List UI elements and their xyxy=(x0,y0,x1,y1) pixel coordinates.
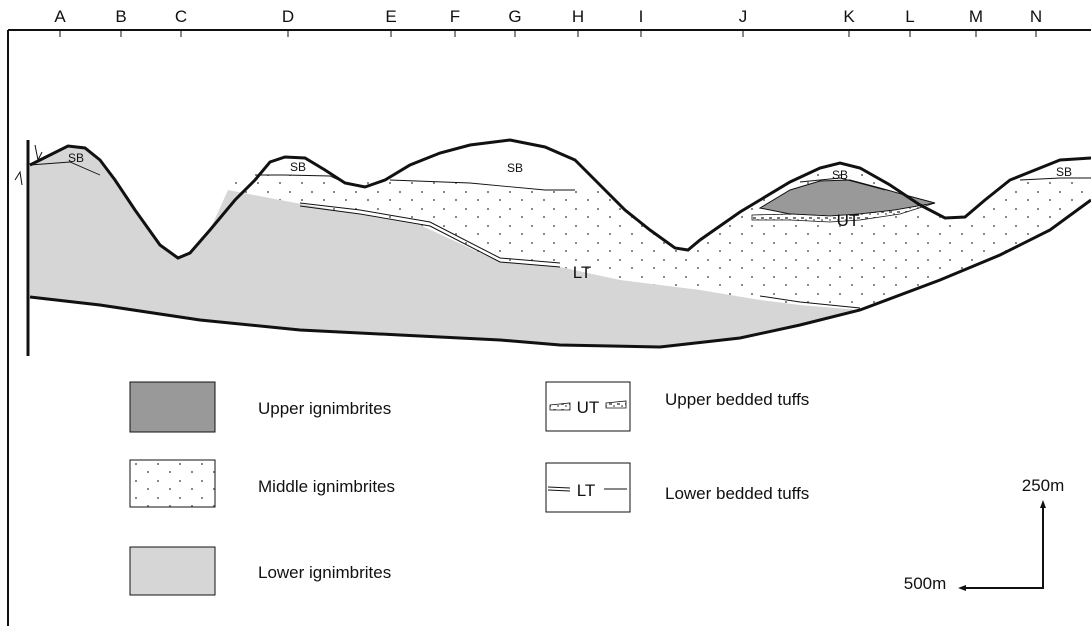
legend-label: Upper ignimbrites xyxy=(258,399,391,418)
column-label: H xyxy=(572,7,584,26)
scale-label: 500m xyxy=(904,574,947,593)
sb-label: SB xyxy=(1056,165,1072,179)
column-label: G xyxy=(508,7,521,26)
column-label: C xyxy=(175,7,187,26)
sb-label: SB xyxy=(507,161,523,175)
sb-label: SB xyxy=(68,151,84,165)
legend-label: Lower ignimbrites xyxy=(258,563,391,582)
legend-label: Lower bedded tuffs xyxy=(665,484,809,503)
legend-label: Upper bedded tuffs xyxy=(665,390,809,409)
column-labels: A B C D E F G H I J K L M N xyxy=(54,7,1042,37)
legend-swatch xyxy=(130,382,215,432)
scale-label: 250m xyxy=(1022,476,1065,495)
column-label: B xyxy=(115,7,126,26)
legend-symbol: UT xyxy=(577,398,600,417)
sb-label: SB xyxy=(832,168,848,182)
column-label: F xyxy=(450,7,460,26)
column-label: L xyxy=(905,7,914,26)
column-label: D xyxy=(282,7,294,26)
scale-bar: 250m 500m xyxy=(904,476,1065,593)
column-label: E xyxy=(385,7,396,26)
section: SB SB SB SB SB UT LT xyxy=(15,140,1091,356)
legend-label: Middle ignimbrites xyxy=(258,477,395,496)
cross-section: A B C D E F G H I J K L M N SB SB SB SB SB UT LT Uppe… xyxy=(0,0,1091,626)
legend-symbol: LT xyxy=(577,481,596,500)
legend: Upper ignimbrites Middle ignimbrites Low… xyxy=(130,382,809,595)
column-label: N xyxy=(1030,7,1042,26)
sb-label: SB xyxy=(290,160,306,174)
ut-label: UT xyxy=(837,211,860,230)
column-label: J xyxy=(739,7,748,26)
column-label: K xyxy=(843,7,855,26)
sb-boundary xyxy=(30,162,1091,190)
column-label: M xyxy=(969,7,983,26)
legend-swatch xyxy=(130,460,215,507)
legend-swatch xyxy=(130,547,215,595)
column-label: A xyxy=(54,7,66,26)
column-label: I xyxy=(639,7,644,26)
lt-label: LT xyxy=(573,263,592,282)
